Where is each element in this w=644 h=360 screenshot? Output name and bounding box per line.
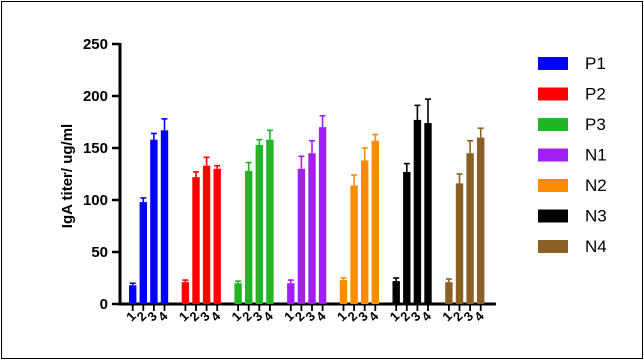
bar-P3-2: [245, 170, 253, 304]
bar-N4-2: [455, 183, 464, 304]
legend-swatch-N3: [538, 209, 568, 223]
bar-P2-4: [213, 168, 221, 304]
y-tick-label: 200: [83, 88, 108, 105]
bar-N2-2: [350, 185, 358, 304]
bar-N3-1: [392, 281, 400, 304]
legend-swatch-P2: [538, 87, 568, 101]
bar-N4-4: [477, 137, 485, 304]
bar-N3-4: [424, 123, 432, 304]
bar-P2-2: [192, 177, 200, 304]
bar-N3-3: [413, 119, 422, 304]
bar-P3-1: [234, 283, 242, 304]
legend-swatch-N2: [538, 179, 568, 192]
bar-P1-1: [129, 285, 137, 304]
y-tick-label: 50: [91, 244, 108, 261]
legend-label-N2: N2: [585, 176, 607, 195]
legend-label-P2: P2: [585, 85, 606, 104]
legend-swatch-N4: [538, 240, 568, 253]
bar-N1-3: [308, 153, 316, 304]
bar-N2-4: [371, 140, 379, 304]
legend-label-P3: P3: [585, 115, 606, 134]
legend-label-N3: N3: [585, 207, 607, 226]
bar-N2-1: [339, 280, 348, 304]
y-tick-label: 150: [83, 140, 108, 157]
legend-label-N1: N1: [585, 146, 607, 165]
y-tick-label: 100: [83, 192, 108, 209]
bar-N1-2: [297, 168, 306, 304]
bar-N4-3: [466, 153, 474, 304]
bar-P1-3: [150, 139, 158, 304]
y-tick-label: 250: [83, 36, 108, 53]
legend-swatch-P3: [538, 118, 568, 131]
bar-P3-4: [266, 139, 274, 304]
bar-N1-1: [287, 283, 295, 304]
y-tick-label: 0: [100, 296, 108, 313]
bar-P2-3: [202, 165, 211, 304]
bar-N3-2: [403, 171, 411, 304]
legend-label-N4: N4: [585, 237, 607, 256]
y-axis-label: IgA titer/ ug/ml: [59, 124, 76, 228]
bar-P2-1: [181, 282, 190, 304]
bar-P1-4: [160, 130, 169, 304]
bar-P3-3: [255, 144, 263, 304]
bar-N1-4: [318, 127, 327, 304]
legend-swatch-P1: [538, 57, 568, 70]
bar-N2-3: [361, 160, 369, 304]
legend-swatch-N1: [538, 148, 568, 162]
legend-label-P1: P1: [585, 54, 606, 73]
bar-P1-2: [139, 202, 147, 304]
bar-N4-1: [445, 282, 453, 304]
